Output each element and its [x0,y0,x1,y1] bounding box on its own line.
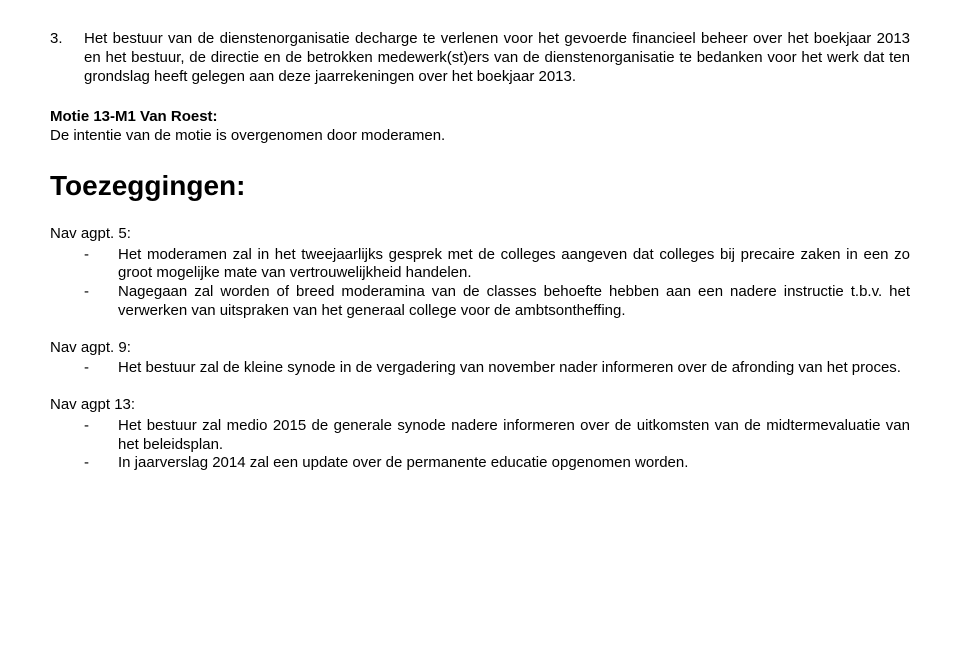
dash-icon: - [50,359,118,378]
list-item: - Nagegaan zal worden of breed moderamin… [50,283,910,321]
dash-icon: - [50,246,118,284]
bullet-text: Het moderamen zal in het tweejaarlijks g… [118,246,910,284]
nav5-list: - Het moderamen zal in het tweejaarlijks… [50,246,910,321]
numbered-item-3: 3. Het bestuur van de dienstenorganisati… [50,30,910,86]
item-text: Het bestuur van de dienstenorganisatie d… [84,30,910,86]
list-item: - In jaarverslag 2014 zal een update ove… [50,454,910,473]
nav13-label: Nav agpt 13: [50,396,910,415]
list-item: - Het bestuur zal de kleine synode in de… [50,359,910,378]
bullet-text: Het bestuur zal medio 2015 de generale s… [118,417,910,455]
dash-icon: - [50,454,118,473]
bullet-text: In jaarverslag 2014 zal een update over … [118,454,910,473]
item-number: 3. [50,30,84,86]
nav9-list: - Het bestuur zal de kleine synode in de… [50,359,910,378]
nav5-label: Nav agpt. 5: [50,225,910,244]
motie-title: Motie 13-M1 Van Roest: [50,108,910,127]
dash-icon: - [50,283,118,321]
bullet-text: Het bestuur zal de kleine synode in de v… [118,359,910,378]
bullet-text: Nagegaan zal worden of breed moderamina … [118,283,910,321]
list-item: - Het bestuur zal medio 2015 de generale… [50,417,910,455]
nav13-list: - Het bestuur zal medio 2015 de generale… [50,417,910,473]
motie-block: Motie 13-M1 Van Roest: De intentie van d… [50,108,910,146]
toezeggingen-heading: Toezeggingen: [50,168,910,203]
list-item: - Het moderamen zal in het tweejaarlijks… [50,246,910,284]
nav9-label: Nav agpt. 9: [50,339,910,358]
motie-text: De intentie van de motie is overgenomen … [50,127,910,146]
dash-icon: - [50,417,118,455]
